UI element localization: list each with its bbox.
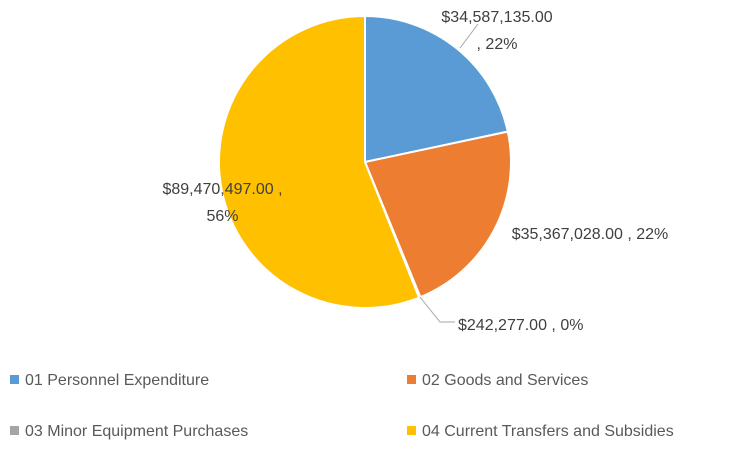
data-label: $89,470,497.00 , 56% <box>162 181 283 225</box>
legend-item: 03 Minor Equipment Purchases <box>10 423 248 441</box>
leader-line <box>459 23 479 49</box>
pie-slice <box>218 14 421 309</box>
legend-label: 03 Minor Equipment Purchases <box>25 423 249 440</box>
legend-swatch <box>407 375 416 384</box>
legend-item: 01 Personnel Expenditure <box>10 372 209 390</box>
pie-slice <box>364 14 509 164</box>
legend-swatch <box>10 375 19 384</box>
pie-slice <box>363 130 512 299</box>
legend-label: 02 Goods and Services <box>422 372 589 389</box>
legend-item: 02 Goods and Services <box>407 372 588 390</box>
data-label: $242,277.00 , 0% <box>458 317 584 334</box>
legend-label: 01 Personnel Expenditure <box>25 372 210 389</box>
legend-swatch <box>407 426 416 435</box>
data-label: $35,367,028.00 , 22% <box>511 226 669 243</box>
legend-swatch <box>10 426 19 435</box>
leader-line <box>419 296 455 323</box>
legend-label: 04 Current Transfers and Subsidies <box>422 423 674 440</box>
legend-item: 04 Current Transfers and Subsidies <box>407 423 674 441</box>
data-label: $34,587,135.00 , 22% <box>441 9 553 53</box>
